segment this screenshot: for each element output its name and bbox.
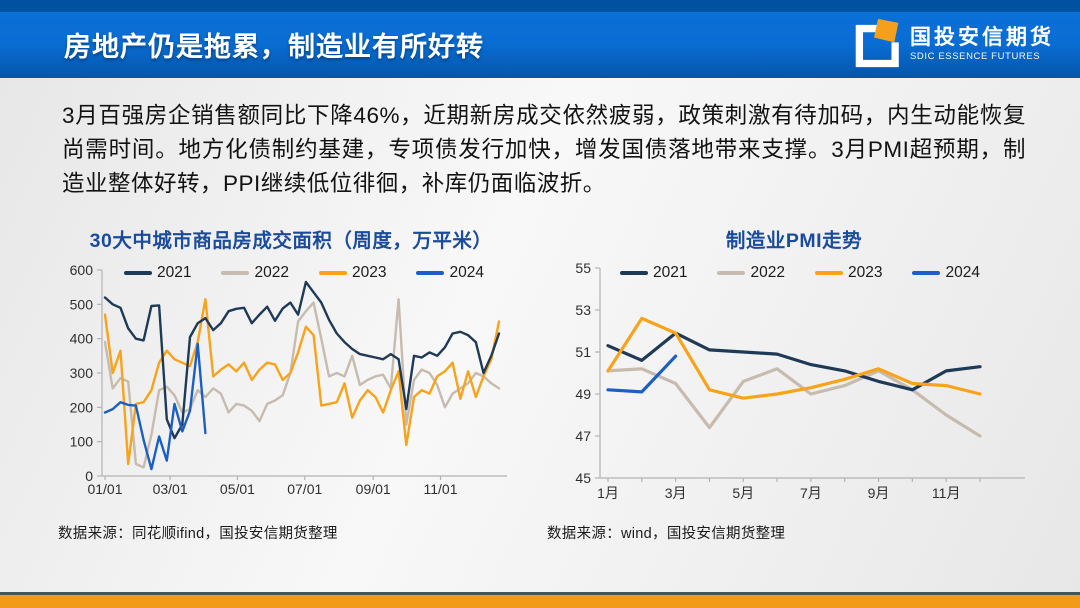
legend-label: 2023 <box>847 264 883 281</box>
legend-label: 2024 <box>945 264 980 281</box>
legend-swatch <box>717 271 746 275</box>
x-tick-label: 11/01 <box>424 481 458 497</box>
legend-item-2024: 2024 <box>912 264 980 282</box>
right-chart-source: 数据来源：wind，国投安信期货整理 <box>547 526 786 542</box>
legend-swatch <box>318 271 347 275</box>
legend-item-2024: 2024 <box>416 264 484 282</box>
left-chart-housing-transactions: 30大中城市商品房成交面积（周度，万平米） 2021 2022 2023 2024 0… <box>52 224 530 544</box>
series-2024-line <box>606 354 678 394</box>
y-tick-label: 51 <box>575 344 591 360</box>
y-tick-label: 49 <box>575 386 591 402</box>
sdic-logo-icon <box>855 18 899 68</box>
logo-text-block: 国投安信期货 SDIC ESSENCE FUTURES <box>910 26 1054 63</box>
legend-label: 2024 <box>449 264 484 281</box>
body-paragraph: 3月百强房企销售额同比下降46%，近期新房成交依然疲弱，政策刺激有待加码，内生动… <box>62 103 1026 196</box>
title-bar-top-strip <box>0 0 1080 12</box>
y-tick-label: 47 <box>575 428 591 444</box>
logo-name-en: SDIC ESSENCE FUTURES <box>910 50 1041 62</box>
x-tick-label: 11月 <box>932 485 961 501</box>
legend-label: 2022 <box>750 264 785 281</box>
right-chart-legend: 2021 2022 2023 2024 <box>620 264 980 282</box>
right-chart-plot: 45 47 49 51 53 55 1月 3月 5月 7月 9月 11月 <box>575 260 1025 501</box>
x-tick-label: 01/01 <box>87 481 122 497</box>
left-chart-title: 30大中城市商品房成交面积（周度，万平米） <box>89 230 493 252</box>
x-tick-label: 1月 <box>597 485 619 501</box>
x-tick-label: 5月 <box>732 485 754 501</box>
y-tick-label: 400 <box>70 331 94 347</box>
footer-dark-line <box>0 592 1080 595</box>
legend-swatch <box>620 271 648 275</box>
y-tick-label: 600 <box>70 262 94 278</box>
legend-item-2022: 2022 <box>221 264 289 282</box>
y-tick-label: 200 <box>70 399 94 415</box>
y-tick-label: 100 <box>70 434 94 450</box>
axes <box>97 269 507 480</box>
x-tick-label: 03/01 <box>153 481 188 497</box>
legend-swatch <box>814 271 843 275</box>
y-tick-label: 45 <box>575 470 591 486</box>
title-bar: 房地产仍是拖累，制造业有所好转 国投安信期货 SDIC ESSENCE FUTU… <box>0 0 1080 78</box>
legend-item-2022: 2022 <box>717 264 785 282</box>
legend-swatch <box>912 271 941 275</box>
legend-label: 2021 <box>653 264 688 281</box>
legend-item-2023: 2023 <box>318 264 387 282</box>
left-chart-plot: 0 100 200 300 400 500 600 01/01 03/01 05/01 07/01 0… <box>70 262 507 497</box>
series-2023-line <box>606 316 982 400</box>
x-tick-label: 07/01 <box>287 481 322 497</box>
right-chart-pmi: 制造业PMI走势 2021 2022 2023 2024 45 47 49 51 53 55 1月… <box>545 224 1043 544</box>
axes <box>595 267 1025 482</box>
y-tick-label: 55 <box>575 260 591 276</box>
legend-item-2021: 2021 <box>124 264 191 282</box>
y-tick-label: 53 <box>575 302 591 318</box>
series-2022-line <box>606 367 982 438</box>
x-tick-label: 7月 <box>800 485 822 501</box>
legend-label: 2021 <box>157 264 192 281</box>
series-2024-line <box>103 342 207 471</box>
legend-label: 2023 <box>351 264 387 281</box>
series-2022-line <box>103 298 501 469</box>
company-logo: 国投安信期货 SDIC ESSENCE FUTURES <box>848 12 1054 76</box>
page-title: 房地产仍是拖累，制造业有所好转 <box>64 31 484 62</box>
left-chart-legend: 2021 2022 2023 2024 <box>124 264 484 282</box>
x-tick-label: 09/01 <box>356 481 391 497</box>
legend-item-2023: 2023 <box>814 264 883 282</box>
y-tick-label: 500 <box>70 296 94 312</box>
y-tick-label: 0 <box>85 468 93 484</box>
logo-name-cn: 国投安信期货 <box>910 25 1054 49</box>
series-2021-line <box>103 280 501 440</box>
legend-swatch <box>124 271 152 275</box>
legend-label: 2022 <box>254 264 289 281</box>
y-tick-label: 300 <box>70 365 94 381</box>
series-2021-line <box>606 331 982 392</box>
x-tick-label: 9月 <box>868 485 890 501</box>
right-chart-title: 制造业PMI走势 <box>725 230 863 252</box>
legend-item-2021: 2021 <box>620 264 687 282</box>
x-tick-label: 05/01 <box>220 481 255 497</box>
legend-swatch <box>416 271 445 275</box>
x-tick-label: 3月 <box>665 485 687 501</box>
footer-orange-bar <box>0 595 1080 608</box>
series-2023-line <box>103 298 501 466</box>
legend-swatch <box>221 271 250 275</box>
left-chart-source: 数据来源：同花顺ifind，国投安信期货整理 <box>58 526 338 542</box>
